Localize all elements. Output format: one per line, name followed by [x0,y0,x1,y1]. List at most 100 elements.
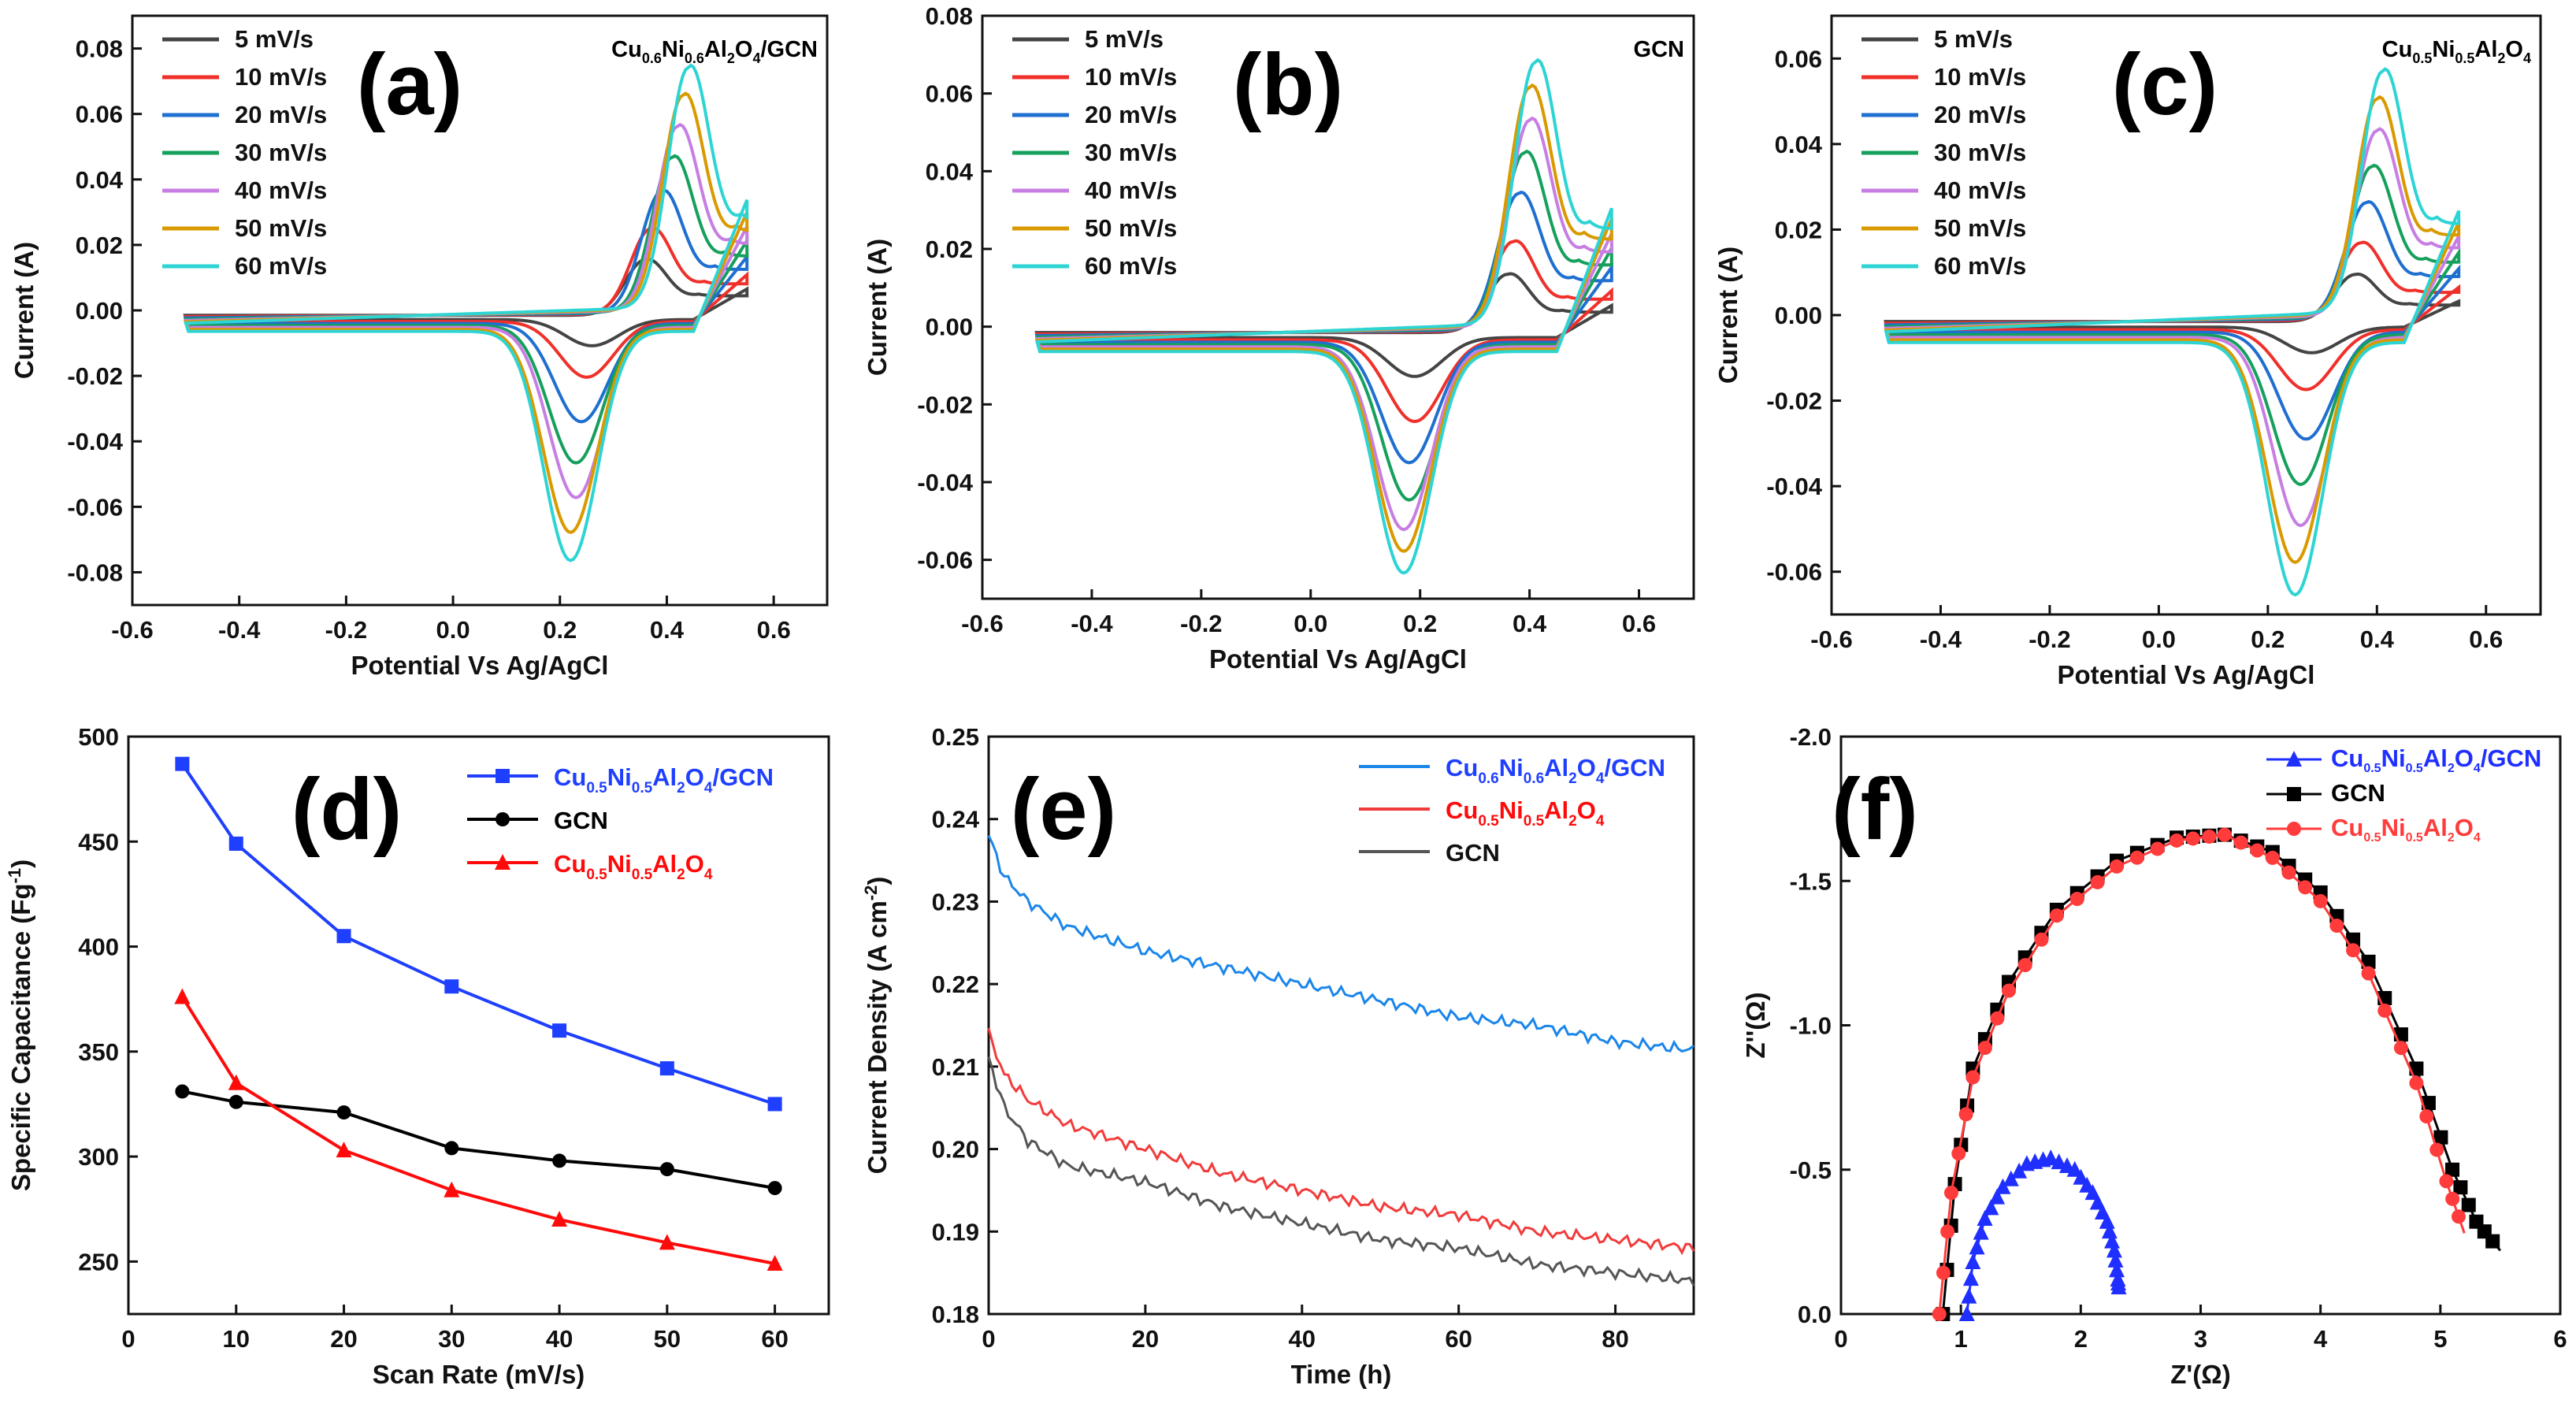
data-point [2109,1261,2125,1278]
y-tick-label: 0.19 [932,1218,979,1246]
legend-label: 50 mV/s [1934,214,2026,242]
data-point [551,1211,568,1227]
data-point [2329,919,2344,934]
legend-label: 10 mV/s [1934,63,2026,91]
legend-label: 5 mV/s [1934,25,2013,53]
cv-curve-60-mV-s [1884,67,2461,597]
y-tick-label: 0.00 [76,297,123,325]
y-tick-label: 0.04 [1775,131,1823,158]
data-point [2107,1251,2124,1268]
x-tick-label: 0.2 [543,616,577,644]
legend-label: 10 mV/s [1085,63,1177,91]
y-tick-label: -2.0 [1790,723,1832,751]
y-tick-label: -0.02 [67,362,123,390]
y-axis-label: Z''(Ω) [1741,992,1770,1058]
panel-label: (b) [1233,36,1343,133]
chart-panel-b: -0.6 -0.4 -0.2 0.0 0.2 0.4 0.6 -0.06 -0.04 -0.02 0… [863,2,1695,674]
y-tick-label: -0.02 [917,391,973,418]
y-tick-label: 0.0 [1798,1301,1832,1328]
data-point [496,812,510,826]
data-point [2202,829,2217,844]
y-tick-label: 0.02 [1775,216,1822,243]
data-point [767,1181,782,1196]
data-point [1958,1107,1973,1122]
legend-label: Cu0.5Ni0.5Al2O4/GCN [2331,744,2541,775]
y-axis-label: Specific Capacitance (Fg-1) [5,859,35,1191]
y-tick-label: 400 [78,934,119,961]
x-tick-label: 0 [982,1325,995,1353]
x-tick-label: 2 [2074,1325,2088,1353]
data-point [2011,1162,2028,1179]
y-tick-label: 300 [78,1143,119,1171]
legend-label: 10 mV/s [235,63,327,91]
data-point [2233,835,2248,850]
y-tick-label: -0.04 [917,469,973,496]
data-point [1951,1146,1966,1161]
legend-label: Cu0.5Ni0.5Al2O4 [554,850,713,883]
data-point [2003,1170,2019,1186]
data-point [2109,859,2124,874]
data-point [659,1061,674,1076]
data-point [1940,1224,1955,1239]
sample-title: GCN [1634,37,1684,62]
x-tick-label: 50 [654,1325,681,1353]
x-tick-label: 0.2 [2251,626,2285,653]
x-tick-label: -0.6 [961,610,1003,637]
sample-title: Cu0.6Ni0.6Al2O4/GCN [611,37,818,66]
legend-label: GCN [1446,839,1500,867]
data-point [2429,1142,2444,1157]
data-point [766,1255,783,1271]
y-tick-label: 0.00 [926,314,973,341]
legend-label: 20 mV/s [1085,101,1177,128]
data-point [2298,880,2313,895]
y-tick-label: 0.06 [1775,45,1822,72]
data-point [228,1074,244,1090]
legend-label: GCN [554,807,608,834]
data-point [2461,1197,2476,1212]
data-point [2281,865,2296,880]
panel-label: (e) [1011,761,1116,858]
panel-label: (d) [291,761,402,858]
data-point [1977,1210,1993,1227]
legend-label: Cu0.6Ni0.6Al2O4/GCN [1446,754,1665,787]
data-point [2451,1209,2466,1224]
data-point [2002,983,2017,998]
data-point [1932,1307,1947,1321]
data-point [1969,1238,1985,1255]
y-tick-label: 0.24 [932,806,980,833]
data-point [1995,1178,2011,1194]
y-tick-label: 0.02 [76,232,123,259]
data-point [2286,751,2302,767]
x-tick-label: 0 [121,1325,135,1353]
y-tick-label: 0.06 [926,80,973,108]
x-tick-label: 0.6 [757,616,791,644]
x-axis-label: Potential Vs Ag/AgCl [351,651,609,680]
data-point [175,756,190,771]
data-point [2377,1003,2392,1018]
series-line [180,763,776,1106]
data-point [228,1094,243,1109]
y-tick-label: 500 [78,723,119,751]
y-tick-label: -0.5 [1790,1156,1832,1184]
y-tick-label: -0.04 [67,428,123,455]
y-tick-label: 0.02 [926,236,973,263]
data-point [1961,1287,1977,1304]
data-point [1943,1186,1958,1201]
data-point [2419,1109,2434,1124]
x-tick-label: 20 [1132,1325,1159,1353]
x-tick-label: 1 [1954,1325,1968,1353]
legend-label: Cu0.5Ni0.5Al2O4 [2331,814,2481,845]
data-point [2445,1191,2460,1206]
data-point [1962,1270,1979,1286]
data-point [336,1142,352,1158]
data-point [2170,833,2184,848]
x-tick-label: -0.4 [1071,610,1113,637]
legend-label: 20 mV/s [1934,101,2026,128]
x-tick-label: 5 [2433,1325,2447,1353]
data-point [1965,1253,1981,1270]
data-point [1958,1305,1975,1321]
y-tick-label: -0.06 [1766,559,1822,586]
y-tick-label: -1.0 [1790,1012,1832,1040]
data-point [1989,1188,2006,1205]
data-point [2099,1212,2115,1229]
